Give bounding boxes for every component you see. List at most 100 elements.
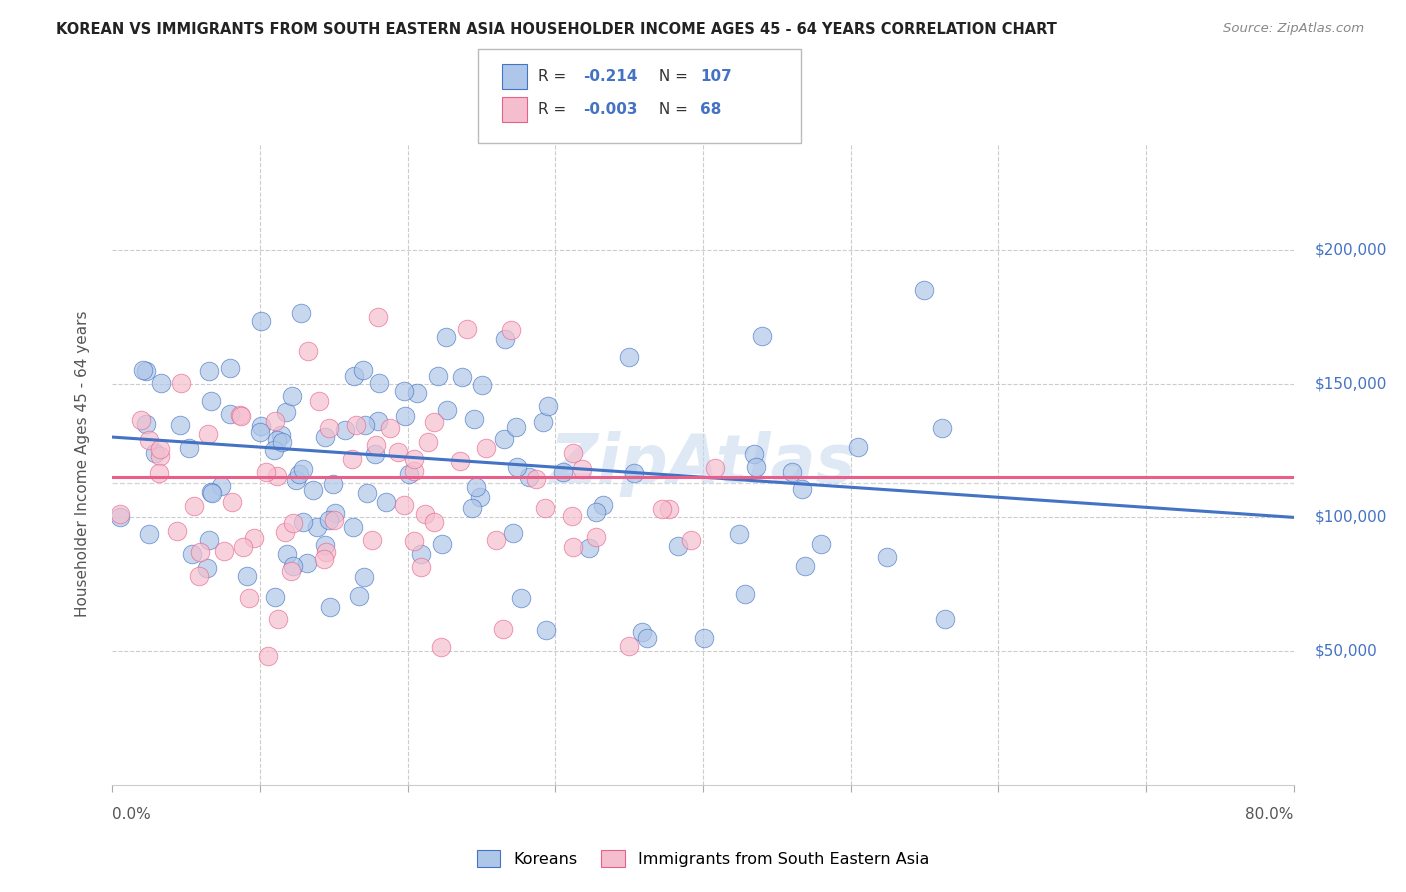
Point — [793, 559, 815, 574]
Y-axis label: Householder Income Ages 45 - 64 years: Householder Income Ages 45 - 64 years — [75, 310, 90, 617]
Point — [534, 623, 557, 637]
Text: $150,000: $150,000 — [1315, 376, 1386, 391]
Point — [406, 386, 429, 401]
Point — [494, 432, 516, 446]
Point — [322, 512, 344, 526]
Point — [619, 639, 641, 653]
Point — [562, 540, 585, 554]
Point — [465, 480, 488, 494]
Point — [267, 612, 290, 626]
Point — [703, 460, 725, 475]
Point — [229, 408, 252, 422]
Text: KOREAN VS IMMIGRANTS FROM SOUTH EASTERN ASIA HOUSEHOLDER INCOME AGES 45 - 64 YEA: KOREAN VS IMMIGRANTS FROM SOUTH EASTERN … — [56, 22, 1057, 37]
Point — [266, 434, 288, 448]
Point — [578, 541, 600, 555]
Point — [200, 485, 222, 500]
Point — [312, 551, 335, 566]
Point — [281, 558, 304, 573]
Point — [592, 498, 614, 512]
Point — [494, 332, 516, 346]
Point — [333, 423, 356, 437]
Point — [212, 543, 235, 558]
Point — [342, 520, 364, 534]
Point — [463, 412, 485, 426]
Point — [651, 501, 673, 516]
Point — [404, 464, 426, 478]
Point — [461, 501, 484, 516]
Point — [318, 421, 340, 435]
Point — [195, 561, 218, 575]
Text: R =: R = — [538, 70, 572, 84]
Point — [367, 310, 389, 324]
Point — [238, 591, 260, 605]
Point — [266, 469, 288, 483]
Point — [264, 414, 287, 428]
Point — [291, 462, 314, 476]
Point — [148, 466, 170, 480]
Point — [138, 433, 160, 447]
Point — [132, 363, 155, 377]
Point — [751, 329, 773, 343]
Point — [378, 421, 401, 435]
Text: 80.0%: 80.0% — [1246, 807, 1294, 822]
Point — [418, 434, 440, 449]
Point — [340, 451, 363, 466]
Point — [198, 364, 221, 378]
Point — [450, 370, 472, 384]
Point — [792, 483, 814, 497]
Point — [571, 462, 593, 476]
Point — [138, 526, 160, 541]
Point — [188, 545, 211, 559]
Point — [307, 519, 329, 533]
Point — [281, 389, 304, 403]
Point — [249, 425, 271, 439]
Point — [630, 624, 652, 639]
Text: 0.0%: 0.0% — [112, 807, 152, 822]
Point — [281, 516, 304, 531]
Point — [423, 515, 446, 529]
Point — [475, 441, 498, 455]
Point — [658, 502, 681, 516]
Point — [846, 440, 869, 454]
Point — [534, 501, 557, 516]
Point — [782, 466, 804, 480]
Point — [585, 505, 607, 519]
Point — [501, 323, 523, 337]
Point — [394, 409, 416, 423]
Point — [744, 460, 766, 475]
Point — [353, 418, 375, 433]
Point — [187, 568, 209, 582]
Point — [143, 446, 166, 460]
Point — [218, 408, 240, 422]
Point — [346, 418, 368, 433]
Point — [728, 526, 751, 541]
Point — [434, 330, 457, 344]
Point — [430, 537, 453, 551]
Point — [367, 414, 389, 428]
Point — [734, 587, 756, 601]
Point — [315, 545, 337, 559]
Point — [274, 405, 297, 419]
Point — [402, 533, 425, 548]
Point — [263, 442, 285, 457]
Point — [131, 413, 153, 427]
Point — [198, 533, 221, 547]
Point — [347, 589, 370, 603]
Point — [561, 508, 583, 523]
Point — [221, 495, 243, 509]
Point — [314, 538, 336, 552]
Point — [180, 547, 202, 561]
Point — [200, 394, 222, 409]
Point — [810, 537, 832, 551]
Point — [280, 564, 302, 578]
Point — [375, 495, 398, 509]
Point — [485, 533, 508, 548]
Point — [531, 415, 554, 429]
Point — [679, 533, 702, 548]
Point — [517, 469, 540, 483]
Point — [148, 449, 170, 463]
Text: -0.214: -0.214 — [583, 70, 638, 84]
Text: $200,000: $200,000 — [1315, 243, 1386, 257]
Point — [257, 649, 280, 664]
Point — [636, 631, 658, 645]
